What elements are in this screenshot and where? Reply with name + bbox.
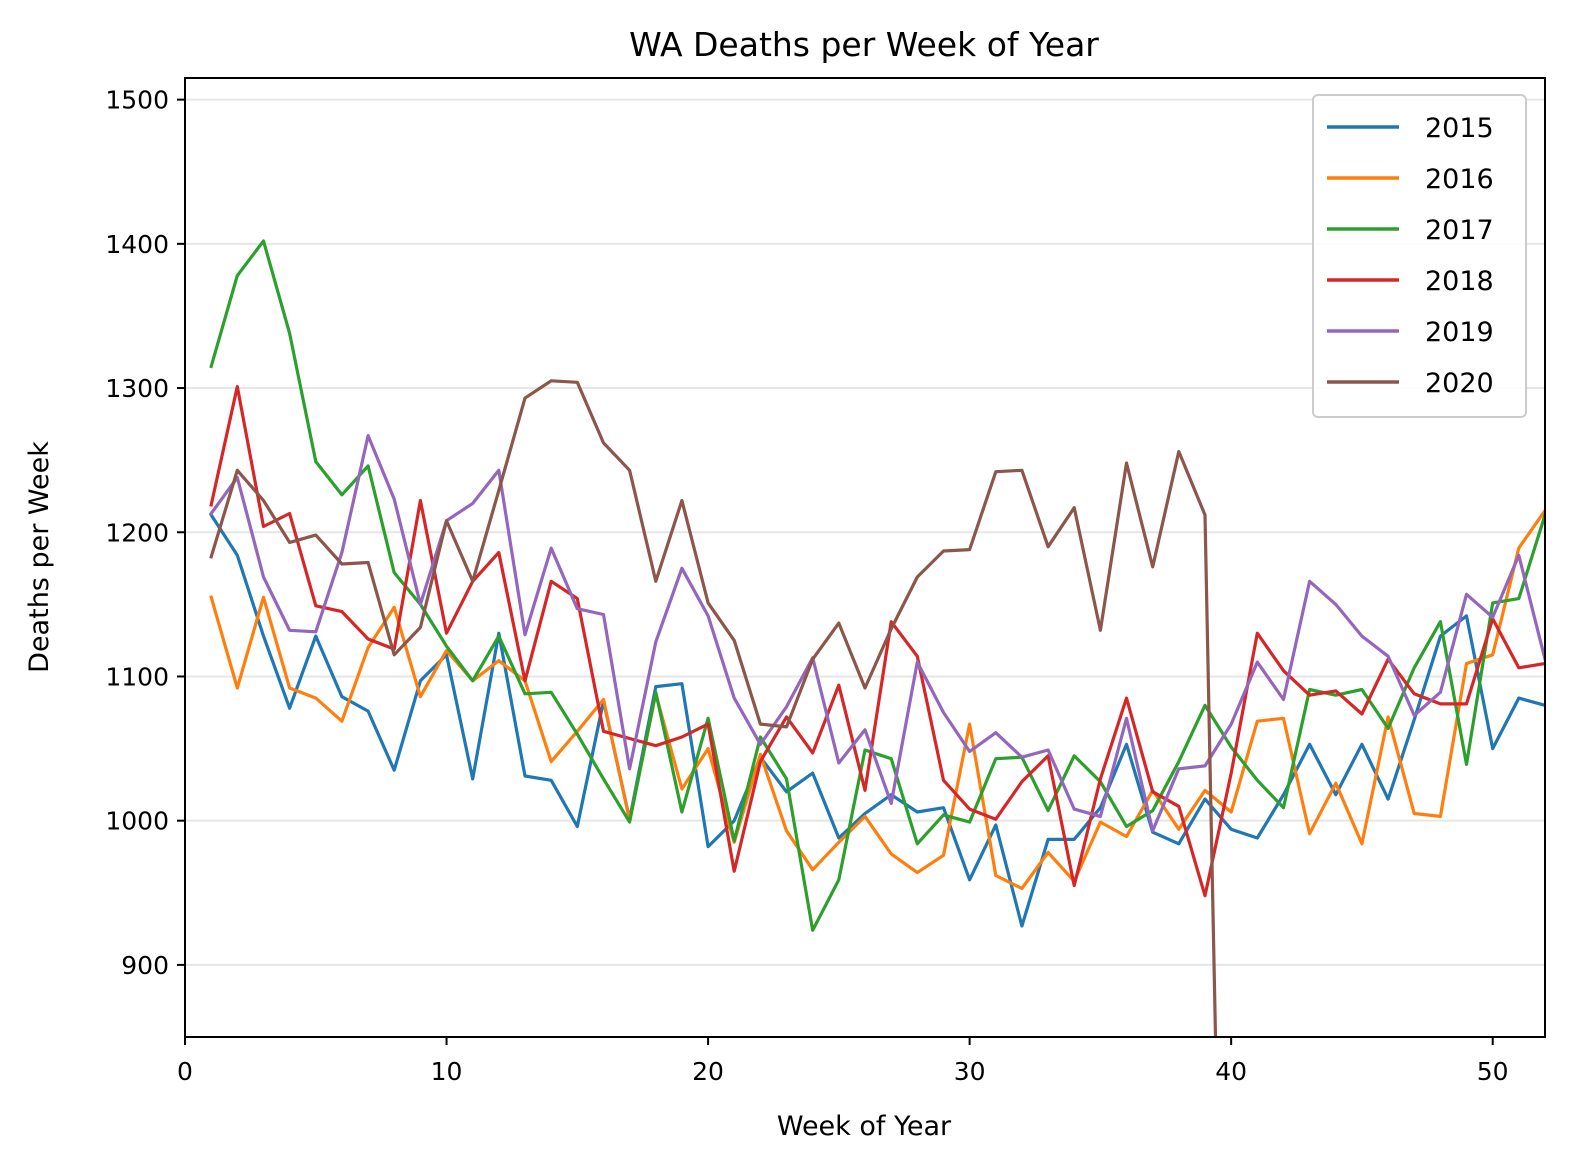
legend-box: [1312, 94, 1527, 418]
y-tick-label: 900: [121, 951, 169, 980]
y-tick-label: 1000: [105, 807, 169, 836]
series-line-2015: [208, 512, 1545, 928]
legend-label: 2020: [1425, 368, 1494, 399]
series-lines: [208, 239, 1545, 1037]
series-line-2016: [209, 508, 1545, 891]
legend-label: 2017: [1425, 215, 1494, 246]
y-tick-label: 1300: [105, 374, 169, 403]
plot-frame: [184, 77, 1546, 1038]
legend-label: 2019: [1425, 317, 1494, 348]
y-tick-label: 1200: [105, 518, 169, 547]
y-tick-label: 1500: [105, 86, 169, 115]
y-axis-label: Deaths per Week: [24, 441, 55, 673]
y-axis-ticks: 900 1000 1100 1200 1300 1400 1500: [105, 86, 185, 980]
x-tick-label: 10: [431, 1057, 463, 1086]
legend-label: 2016: [1425, 164, 1494, 195]
x-tick-label: 40: [1215, 1057, 1247, 1086]
x-tick-label: 0: [177, 1057, 193, 1086]
x-axis-label: Week of Year: [777, 1111, 952, 1142]
x-tick-label: 50: [1477, 1057, 1509, 1086]
x-tick-label: 20: [692, 1057, 724, 1086]
y-tick-label: 1400: [105, 230, 169, 259]
legend-label: 2015: [1425, 113, 1494, 144]
legend-label: 2018: [1425, 266, 1494, 297]
x-axis-ticks: 0 10 20 30 40 50: [177, 1037, 1509, 1086]
x-tick-label: 30: [954, 1057, 986, 1086]
series-line-2020: [209, 379, 1218, 1037]
series-line-2019: [208, 434, 1545, 833]
chart-title: WA Deaths per Week of Year: [629, 25, 1099, 64]
legend: 2015 2016 2017 2018 2019 2020: [1312, 94, 1527, 418]
y-tick-label: 1100: [105, 662, 169, 691]
